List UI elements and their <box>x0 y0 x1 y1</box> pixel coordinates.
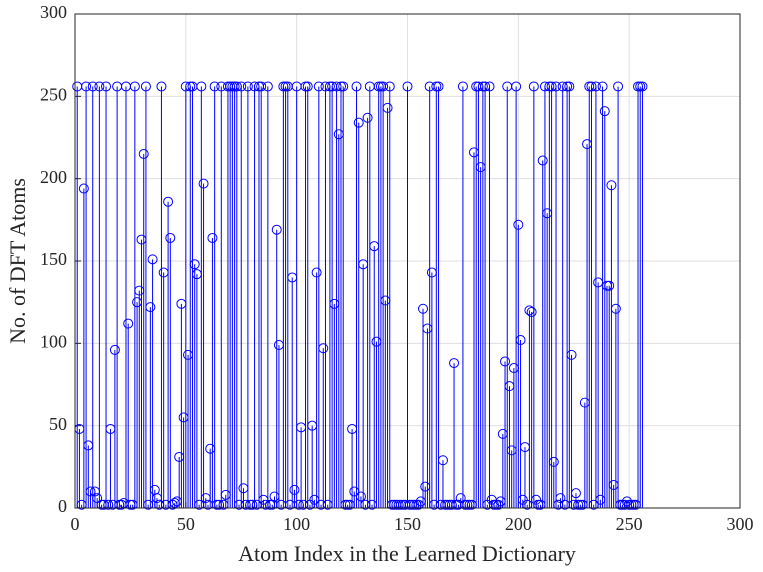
stem-marker <box>382 102 393 113</box>
y-tick-label: 250 <box>40 84 67 104</box>
stem-marker <box>336 81 346 92</box>
stem-marker <box>300 81 311 92</box>
stem-marker <box>613 81 624 92</box>
stem-marker <box>355 491 366 502</box>
stem-marker <box>81 81 92 92</box>
stem-marker <box>513 219 524 230</box>
stem-marker <box>129 81 140 92</box>
stem-marker <box>548 456 559 467</box>
stem-marker <box>566 349 577 360</box>
stem-marker <box>78 183 89 194</box>
stem-marker <box>209 81 220 92</box>
stem-marker <box>384 81 395 92</box>
stem-marker <box>562 81 573 92</box>
axes-frame <box>74 13 741 509</box>
stem-marker <box>511 81 522 92</box>
stem-marker <box>351 81 362 92</box>
stem-marker <box>302 81 313 92</box>
x-tick-label: 250 <box>616 514 643 534</box>
stem-marker <box>584 81 595 92</box>
stem-marker <box>353 117 364 128</box>
stem-marker <box>262 81 273 92</box>
stem-marker <box>165 232 176 243</box>
stem-marker <box>604 280 615 291</box>
y-tick-label: 0 <box>58 496 67 516</box>
y-tick-label: 200 <box>40 167 67 187</box>
stem-marker <box>318 343 329 354</box>
stem-marker <box>313 81 324 92</box>
x-tick-label: 200 <box>505 514 532 534</box>
stem-marker <box>551 81 562 92</box>
x-tick-label: 50 <box>177 514 195 534</box>
x-axis-label: Atom Index in the Learned Dictionary <box>238 541 576 566</box>
stem-marker <box>236 81 247 92</box>
stem-marker <box>418 303 429 314</box>
stem-marker <box>101 81 112 92</box>
stem-marker <box>433 81 444 92</box>
y-axis-label: No. of DFT Atoms <box>5 178 30 344</box>
stem-marker <box>362 112 373 123</box>
stem-marker <box>163 196 174 207</box>
stem-marker <box>242 81 253 92</box>
stem-marker <box>324 81 335 92</box>
stem-marker <box>437 455 448 466</box>
stem-marker <box>635 81 646 92</box>
stem-marker <box>196 81 207 92</box>
stem-marker <box>570 488 581 499</box>
stem-marker <box>537 155 548 166</box>
stem-marker <box>256 81 267 92</box>
stem-marker <box>198 178 209 189</box>
stem-marker <box>606 180 617 191</box>
stem-marker <box>564 81 575 92</box>
stem-marker <box>138 148 149 159</box>
y-tick-label: 300 <box>40 2 67 22</box>
stem-marker <box>477 81 488 92</box>
stem-marker <box>449 358 460 369</box>
stem-marker <box>280 81 291 92</box>
stem-marker <box>515 335 526 346</box>
stem-marker <box>123 318 134 329</box>
stem-marker <box>94 81 105 92</box>
y-tick-label: 100 <box>40 331 67 351</box>
x-tick-label: 300 <box>727 514 754 534</box>
x-tick-label: 150 <box>394 514 421 534</box>
stem-marker <box>87 81 98 92</box>
stem-marker <box>528 81 539 92</box>
stem-marker <box>597 81 608 92</box>
stem-marker <box>271 224 282 235</box>
stem-marker <box>229 81 240 92</box>
stem-marker <box>500 356 511 367</box>
stem-marker <box>599 106 610 117</box>
x-tick-label: 100 <box>283 514 310 534</box>
stem-marker <box>207 232 218 243</box>
stem-marker <box>526 307 537 318</box>
stem-marker <box>544 81 555 92</box>
stem-marker <box>637 81 648 92</box>
stem-marker <box>289 484 300 495</box>
stem-marker <box>610 303 621 314</box>
stem-marker <box>311 267 322 278</box>
stem-marker <box>402 81 413 92</box>
stem-marker <box>145 302 156 313</box>
stem-marker <box>147 254 158 265</box>
stem-marker <box>140 81 151 92</box>
stem-marker <box>189 259 200 270</box>
stem-marker <box>457 81 468 92</box>
stem-marker <box>378 81 389 92</box>
x-tick-label: 0 <box>71 514 80 534</box>
y-tick-label: 50 <box>49 414 67 434</box>
stem-marker <box>590 81 601 92</box>
stem-marker <box>431 81 442 92</box>
stem-marker <box>109 344 120 355</box>
y-tick-label: 150 <box>40 249 67 269</box>
stem-marker <box>156 81 167 92</box>
stem-marker <box>484 81 495 92</box>
stem-marker <box>185 81 196 92</box>
stem-marker <box>338 81 349 92</box>
